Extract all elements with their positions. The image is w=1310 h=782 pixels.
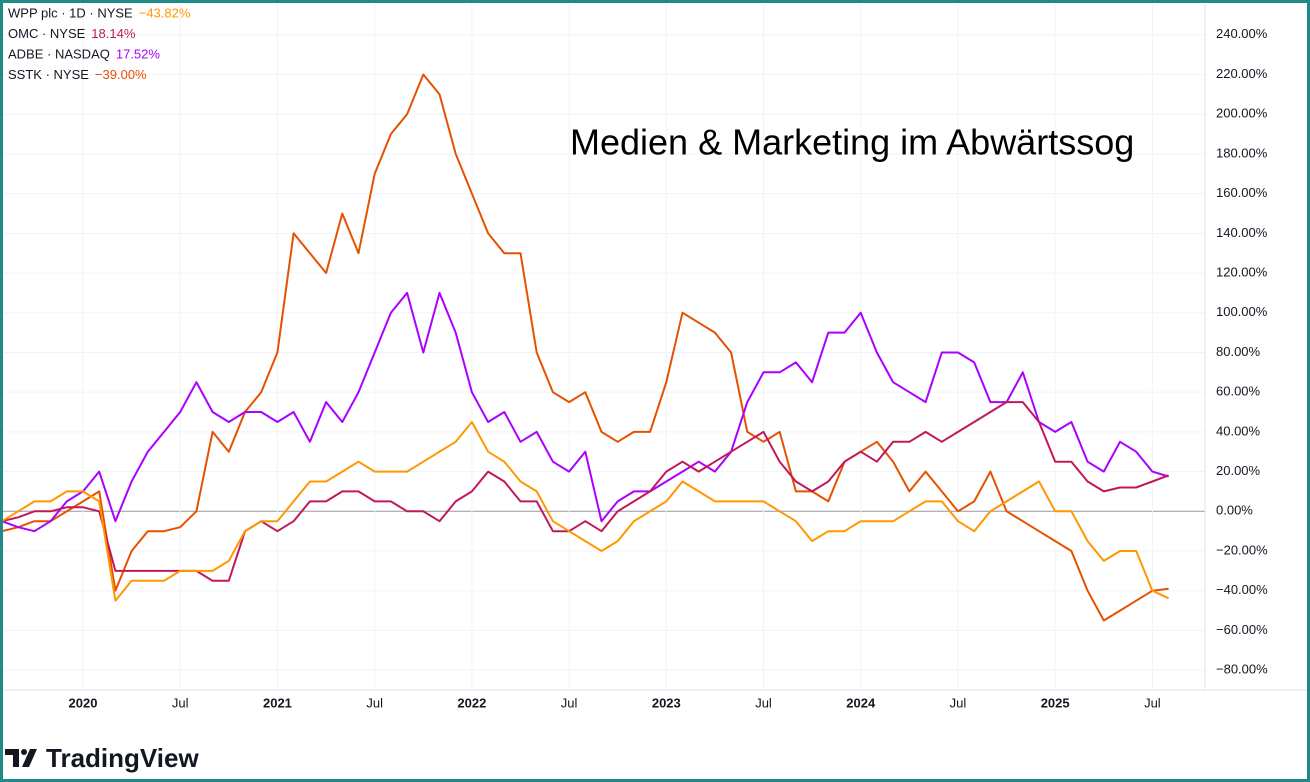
x-tick-label: 2020 [69, 695, 98, 710]
y-tick-label: −60.00% [1216, 622, 1268, 637]
watermark: TradingView [46, 743, 199, 773]
logo-dot [21, 749, 27, 755]
legend-value: −39.00% [95, 67, 147, 82]
x-tick-label: 2023 [652, 695, 681, 710]
logo [5, 749, 37, 767]
x-tick-label: 2021 [263, 695, 292, 710]
y-tick-label: 180.00% [1216, 145, 1268, 160]
y-tick-label: 200.00% [1216, 106, 1268, 121]
x-tick-label: 2025 [1041, 695, 1070, 710]
x-tick-label: Jul [1144, 695, 1161, 710]
series-line [1, 73, 1169, 622]
series-line [1, 421, 1170, 602]
legend-name: ADBE · NASDAQ [8, 46, 110, 61]
legend-value: 17.52% [116, 46, 161, 61]
y-tick-label: 140.00% [1216, 225, 1268, 240]
series-line [1, 291, 1169, 533]
legend-name: WPP plc · 1D · NYSE [8, 5, 133, 20]
lines [1, 73, 1170, 622]
y-tick-label: 20.00% [1216, 463, 1261, 478]
y-tick-label: −20.00% [1216, 542, 1268, 557]
y-tick-label: −80.00% [1216, 662, 1268, 677]
x-tick-label: 2022 [457, 695, 486, 710]
x-tick-label: 2024 [846, 695, 876, 710]
y-tick-label: 0.00% [1216, 503, 1253, 518]
legend-value: −43.82% [139, 5, 191, 20]
y-tick-label: −40.00% [1216, 582, 1268, 597]
y-tick-label: 160.00% [1216, 185, 1268, 200]
legend-name: OMC · NYSE [8, 26, 86, 41]
y-tick-label: 220.00% [1216, 66, 1268, 81]
y-tick-label: 60.00% [1216, 384, 1261, 399]
y-tick-label: 100.00% [1216, 304, 1268, 319]
series-line [1, 401, 1169, 582]
y-tick-label: 120.00% [1216, 264, 1268, 279]
legend-value: 18.14% [91, 26, 136, 41]
logo-icon [5, 749, 37, 767]
y-tick-label: 40.00% [1216, 423, 1261, 438]
x-tick-label: Jul [950, 695, 967, 710]
grid [3, 3, 1205, 690]
x-tick-label: Jul [755, 695, 772, 710]
legend-name: SSTK · NYSE [8, 67, 89, 82]
y-tick-label: 80.00% [1216, 344, 1261, 359]
x-tick-label: Jul [561, 695, 578, 710]
x-tick-label: Jul [172, 695, 189, 710]
y-tick-label: 240.00% [1216, 26, 1268, 41]
x-tick-label: Jul [366, 695, 383, 710]
chart-title: Medien & Marketing im Abwärtssog [570, 122, 1134, 163]
